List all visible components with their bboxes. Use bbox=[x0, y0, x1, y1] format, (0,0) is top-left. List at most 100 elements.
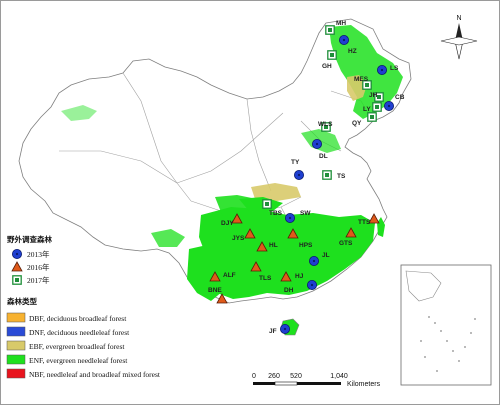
site-hz: HZ bbox=[338, 35, 357, 55]
square-dot-icon bbox=[330, 53, 334, 57]
forest-southwest bbox=[187, 245, 227, 301]
site-label: QY bbox=[352, 120, 362, 127]
scale-unit: Kilometers bbox=[347, 381, 381, 388]
site-qy: QY bbox=[352, 112, 377, 127]
forest-cover bbox=[61, 25, 403, 336]
north-arrow-icon: N bbox=[440, 15, 478, 60]
site-label: WLS bbox=[318, 121, 333, 128]
square-dot-icon bbox=[377, 95, 381, 99]
site-marker-2016-icon bbox=[345, 227, 357, 238]
site-marker-2016-icon bbox=[231, 213, 243, 224]
site-ls: LS bbox=[376, 65, 399, 76]
site-label: DL bbox=[319, 153, 328, 160]
legend-forest-label: DBF, deciduous broadleaf forest bbox=[29, 314, 127, 323]
legend-survey-label: 2016年 bbox=[27, 262, 50, 272]
site-marker-2016-icon bbox=[250, 261, 262, 272]
site-label: TLS bbox=[259, 275, 272, 282]
legend-forest-label: NBF, needleleaf and broadleaf mixed fore… bbox=[29, 370, 161, 379]
legend-swatch bbox=[6, 340, 26, 351]
site-ty: TY bbox=[291, 159, 304, 180]
site-tts: TTS bbox=[358, 213, 380, 226]
site-marker-2016-icon bbox=[256, 241, 268, 252]
site-label: CB bbox=[395, 94, 405, 101]
site-label: JF bbox=[269, 328, 277, 335]
forest-qinling bbox=[251, 183, 301, 201]
square-dot-icon bbox=[370, 115, 374, 119]
legend-survey-title: 野外调查森林 bbox=[7, 234, 52, 244]
square-dot-icon bbox=[324, 125, 328, 129]
legend-survey-items: 2013年 2016年 2017年 bbox=[11, 248, 50, 285]
circle-dot-icon bbox=[15, 252, 19, 256]
circle-dot-icon bbox=[297, 173, 301, 177]
site-label: JH bbox=[369, 92, 378, 99]
site-label: HPS bbox=[299, 242, 313, 249]
site-label: DJY bbox=[221, 220, 234, 227]
site-marker-2016-icon bbox=[244, 228, 256, 239]
forest-qinling-green bbox=[239, 197, 283, 211]
circle-dot-icon bbox=[283, 327, 287, 331]
site-mes: MES bbox=[354, 76, 372, 90]
site-marker-2016-icon bbox=[209, 271, 221, 282]
circle-dot-icon bbox=[342, 38, 346, 42]
legend-forest-title: 森林类型 bbox=[7, 296, 37, 306]
square-dot-icon bbox=[328, 28, 332, 32]
legend-forest-item: ENF, evergreen needleleaf forest bbox=[6, 354, 128, 365]
site-label: HJ bbox=[295, 273, 304, 280]
site-cb: CB bbox=[383, 94, 405, 112]
site-ts: TS bbox=[322, 170, 346, 180]
site-gts: GTS bbox=[339, 227, 357, 247]
site-sw: SW bbox=[284, 210, 311, 223]
circle-dot-icon bbox=[315, 142, 319, 146]
site-ly: LY bbox=[363, 102, 382, 113]
legend-survey-item: 2013年 bbox=[11, 248, 50, 259]
legend-swatch bbox=[6, 368, 26, 379]
legend: 野外调查森林 2013年 2016年 2017年 森林类型 DBF, deciduo… bbox=[6, 234, 161, 379]
site-bne: BNE bbox=[208, 287, 228, 304]
circle-dot-icon bbox=[312, 259, 316, 263]
legend-forest-item: DBF, deciduous broadleaf forest bbox=[6, 312, 127, 323]
site-dh: DH bbox=[284, 279, 317, 294]
legend-survey-label: 2013年 bbox=[27, 249, 50, 259]
forest-northeast-broadleaf bbox=[347, 75, 367, 101]
legend-survey-item: 2017年 bbox=[12, 275, 50, 285]
site-hj: HJ bbox=[280, 271, 304, 282]
circle-dot-icon bbox=[380, 68, 384, 72]
site-label: JYS bbox=[232, 235, 245, 242]
south-china-sea-inset bbox=[400, 264, 492, 386]
site-label: TY bbox=[291, 159, 300, 166]
square-dot-icon bbox=[325, 173, 329, 177]
site-label: MH bbox=[336, 20, 346, 27]
site-jys: JYS bbox=[232, 228, 256, 242]
circle-dot-icon bbox=[288, 216, 292, 220]
site-dl: DL bbox=[311, 138, 328, 160]
forest-xinjiang-patch bbox=[61, 105, 97, 121]
site-hps: HPS bbox=[287, 228, 313, 249]
legend-survey-item: 2016年 bbox=[11, 261, 50, 272]
square-dot-icon bbox=[15, 278, 19, 282]
site-marker-2016-icon bbox=[287, 228, 299, 239]
site-label: GH bbox=[322, 63, 332, 70]
legend-forest-label: ENF, evergreen needleleaf forest bbox=[29, 356, 128, 365]
legend-forest-label: EBF, evergreen broadleaf forest bbox=[29, 342, 125, 351]
circle-dot-icon bbox=[387, 104, 391, 108]
legend-forest-item: DNF, deciduous needleleaf forest bbox=[6, 326, 130, 337]
square-dot-icon bbox=[365, 83, 369, 87]
site-alf: ALF bbox=[209, 271, 236, 282]
site-mh: MH bbox=[325, 20, 346, 35]
legend-swatch bbox=[6, 326, 26, 337]
square-dot-icon bbox=[265, 202, 269, 206]
site-hl: HL bbox=[256, 241, 278, 252]
site-label: JL bbox=[322, 252, 330, 259]
site-marker-2016-icon bbox=[368, 213, 380, 224]
site-gh: GH bbox=[322, 50, 337, 70]
site-jh: JH bbox=[369, 92, 384, 102]
site-label: LS bbox=[390, 65, 399, 72]
scale-tick-2: 520 bbox=[290, 373, 302, 380]
site-label: ALF bbox=[223, 272, 236, 279]
forest-southeast-main bbox=[199, 207, 375, 299]
scale-tick-0: 0 bbox=[252, 373, 256, 380]
legend-forest-label: DNF, deciduous needleleaf forest bbox=[29, 328, 130, 337]
